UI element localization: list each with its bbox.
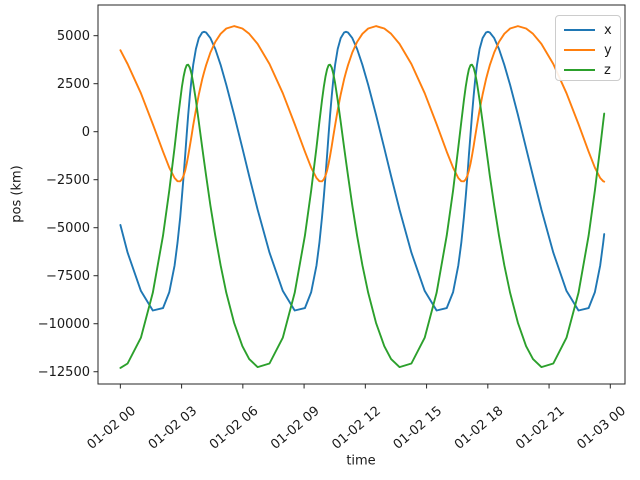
x-tick-label: 01-02 09	[268, 404, 322, 453]
legend-label: z	[604, 62, 611, 78]
y-tick-label: −12500	[38, 365, 90, 380]
legend-label: x	[604, 22, 612, 38]
x-tick-label: 01-02 06	[207, 404, 261, 453]
series-x-line	[119, 30, 606, 312]
y-tick-label: −2500	[46, 173, 90, 188]
legend-line-icon	[564, 49, 595, 51]
legend-entry-y: y	[564, 40, 620, 60]
legend-entry-x: x	[564, 20, 620, 40]
series-y-line	[119, 25, 606, 183]
x-tick-label: 01-03 00	[574, 404, 628, 453]
legend-label: y	[604, 42, 612, 58]
legend-line-icon	[564, 69, 595, 71]
legend-line-icon	[564, 29, 595, 31]
y-tick-label: −7500	[46, 269, 90, 284]
x-tick-label: 01-02 00	[85, 404, 139, 453]
x-tick-label: 01-02 18	[452, 404, 506, 453]
x-tick-label: 01-02 12	[329, 404, 383, 453]
y-tick-label: −5000	[46, 221, 90, 236]
plot-border	[97, 4, 626, 385]
x-tick-label: 01-02 03	[146, 404, 200, 453]
y-tick-label: 5000	[57, 29, 90, 44]
y-tick-label: 2500	[57, 77, 90, 92]
x-tick-label: 01-02 21	[513, 404, 567, 453]
y-axis-title: pos (km)	[9, 165, 25, 223]
series-z-line	[119, 63, 606, 369]
x-tick-label: 01-02 15	[391, 404, 445, 453]
legend-entry-z: z	[564, 60, 620, 80]
y-tick-label: −10000	[38, 317, 90, 332]
y-tick-label: 0	[82, 125, 90, 140]
x-axis-title: time	[346, 453, 376, 469]
